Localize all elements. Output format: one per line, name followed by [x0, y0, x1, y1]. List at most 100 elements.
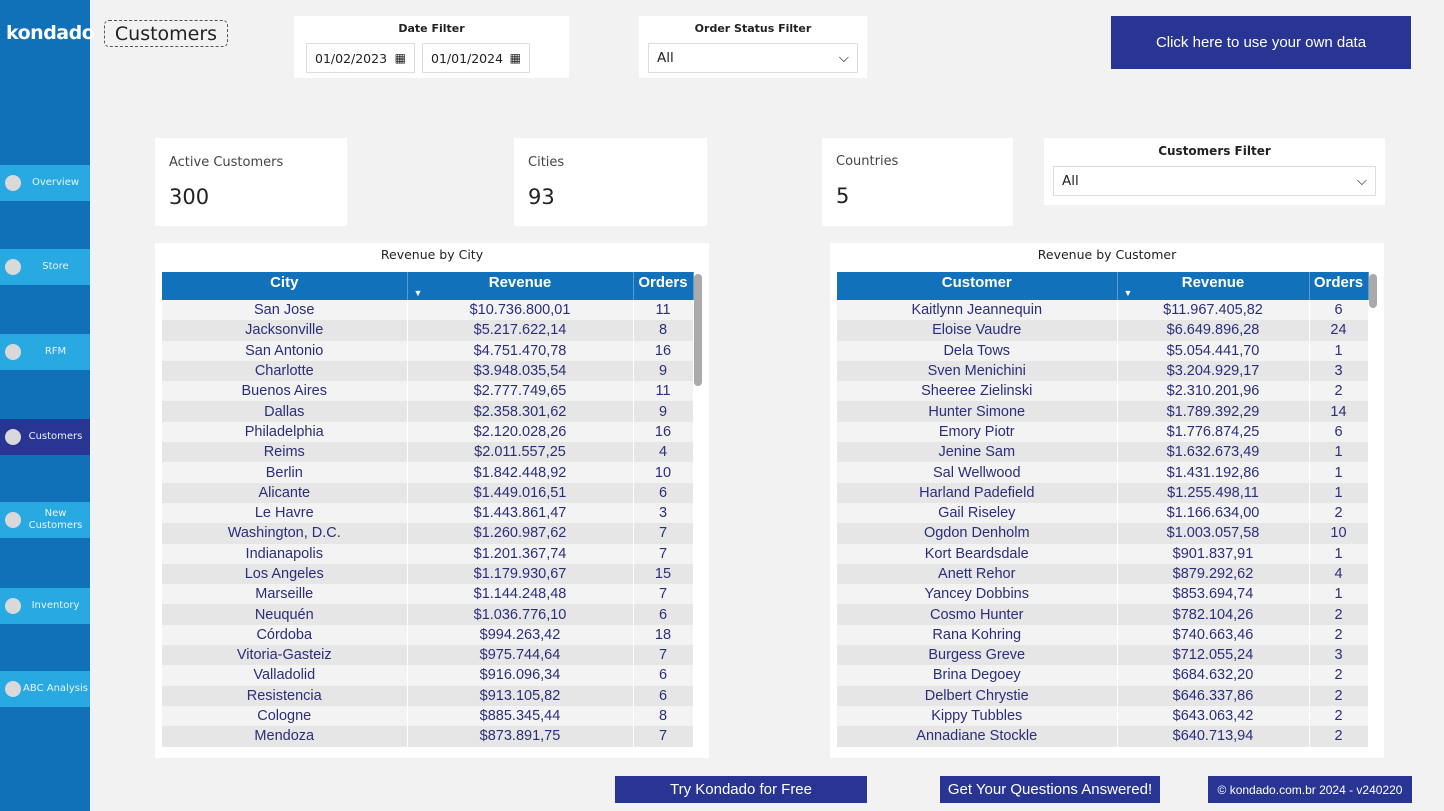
- column-header-orders[interactable]: Orders: [633, 272, 694, 300]
- copyright-link[interactable]: © kondado.com.br 2024 - v240220: [1208, 776, 1412, 803]
- sidebar-item-abc-analysis[interactable]: ABC Analysis: [0, 671, 90, 707]
- revenue-cell: $1.431.192,86: [1117, 462, 1310, 483]
- table-row[interactable]: Yancey Dobbins $853.694,74 1: [837, 584, 1369, 605]
- table-row[interactable]: Hunter Simone $1.789.392,29 14: [837, 401, 1369, 422]
- calendar-icon[interactable]: ▦: [509, 51, 521, 65]
- column-header-customer[interactable]: Customer: [837, 272, 1118, 300]
- customers-select[interactable]: All ⌵: [1053, 166, 1376, 196]
- name-cell: Indianapolis: [162, 543, 408, 564]
- sidebar-item-label: Inventory: [31, 600, 80, 611]
- table-row[interactable]: San Antonio $4.751.470,78 16: [162, 340, 694, 361]
- sort-descending-icon[interactable]: ▼: [413, 288, 423, 298]
- scrollbar[interactable]: [1369, 274, 1377, 308]
- table-row[interactable]: Neuquén $1.036.776,10 6: [162, 604, 694, 625]
- column-header-revenue[interactable]: Revenue ▼: [1117, 272, 1310, 300]
- revenue-cell: $782.104,26: [1117, 604, 1310, 625]
- table-row[interactable]: Berlin $1.842.448,92 10: [162, 462, 694, 483]
- table-row[interactable]: Indianapolis $1.201.367,74 7: [162, 543, 694, 564]
- sidebar-item-customers[interactable]: Customers: [0, 419, 90, 455]
- kondado-logo: kondado: [6, 22, 95, 44]
- table-row[interactable]: Anett Rehor $879.292,62 4: [837, 563, 1369, 585]
- revenue-cell: $994.263,42: [407, 624, 634, 646]
- table-row[interactable]: Dallas $2.358.301,62 9: [162, 401, 694, 422]
- table-row[interactable]: Mendoza $873.891,75 7: [162, 726, 694, 747]
- table-row[interactable]: Harland Padefield $1.255.498,11 1: [837, 482, 1369, 503]
- table-row[interactable]: Resistencia $913.105,82 6: [162, 685, 694, 706]
- end-date-value: 01/01/2024: [431, 50, 504, 66]
- table-row[interactable]: Le Havre $1.443.861,47 3: [162, 502, 694, 524]
- use-own-data-button[interactable]: Click here to use your own data: [1111, 16, 1411, 69]
- kpi-label: Countries: [836, 154, 899, 169]
- column-header-revenue[interactable]: Revenue ▼: [407, 272, 634, 300]
- table-row[interactable]: Washington, D.C. $1.260.987,62 7: [162, 523, 694, 544]
- table-row[interactable]: Ogdon Denholm $1.003.057,58 10: [837, 523, 1369, 544]
- table-row[interactable]: Emory Piotr $1.776.874,25 6: [837, 421, 1369, 443]
- sidebar-item-store[interactable]: Store: [0, 249, 90, 285]
- table-row[interactable]: Córdoba $994.263,42 18: [162, 624, 694, 646]
- table-row[interactable]: Reims $2.011.557,25 4: [162, 442, 694, 463]
- kpi-active-customers: Active Customers 300: [155, 138, 347, 226]
- revenue-by-customer-panel: Revenue by Customer Customer Revenue ▼ Or…: [830, 243, 1384, 758]
- table-row[interactable]: Dela Tows $5.054.441,70 1: [837, 340, 1369, 361]
- table-row[interactable]: Kippy Tubbles $643.063,42 2: [837, 705, 1369, 727]
- calendar-icon[interactable]: ▦: [394, 51, 406, 65]
- order-status-select[interactable]: All ⌵: [648, 43, 858, 73]
- try-kondado-button[interactable]: Try Kondado for Free: [615, 776, 867, 803]
- sidebar-item-inventory[interactable]: Inventory: [0, 588, 90, 624]
- table-row[interactable]: Burgess Greve $712.055,24 3: [837, 645, 1369, 666]
- revenue-cell: $740.663,46: [1117, 624, 1310, 646]
- revenue-cell: $684.632,20: [1117, 665, 1310, 686]
- table-row[interactable]: Vitoria-Gasteiz $975.744,64 7: [162, 645, 694, 666]
- column-header-city[interactable]: City: [162, 272, 408, 300]
- table-row[interactable]: Charlotte $3.948.035,54 9: [162, 360, 694, 382]
- table-row[interactable]: Jacksonville $5.217.622,14 8: [162, 320, 694, 341]
- column-header-orders[interactable]: Orders: [1309, 272, 1369, 300]
- table-row[interactable]: Delbert Chrystie $646.337,86 2: [837, 685, 1369, 706]
- table-row[interactable]: Buenos Aires $2.777.749,65 11: [162, 381, 694, 402]
- table-row[interactable]: Sheeree Zielinski $2.310.201,96 2: [837, 381, 1369, 402]
- revenue-cell: $10.736.800,01: [407, 300, 634, 321]
- orders-cell: 7: [633, 584, 694, 605]
- customers-filter: Customers Filter All ⌵: [1044, 138, 1385, 205]
- name-cell: Sven Menichini: [837, 360, 1118, 382]
- orders-cell: 18: [633, 624, 694, 646]
- orders-cell: 6: [633, 482, 694, 503]
- sort-descending-icon[interactable]: ▼: [1123, 288, 1133, 298]
- table-row[interactable]: Brina Degoey $684.632,20 2: [837, 665, 1369, 686]
- table-row[interactable]: Eloise Vaudre $6.649.896,28 24: [837, 320, 1369, 341]
- revenue-cell: $4.751.470,78: [407, 340, 634, 361]
- sidebar-item-label: New Customers: [28, 508, 83, 531]
- sidebar-item-label: Customers: [28, 431, 83, 442]
- table-row[interactable]: Cosmo Hunter $782.104,26 2: [837, 604, 1369, 625]
- orders-cell: 24: [1309, 320, 1369, 341]
- start-date-input[interactable]: 01/02/2023 ▦: [306, 43, 415, 73]
- table-row[interactable]: Kaitlynn Jeannequin $11.967.405,82 6: [837, 300, 1369, 321]
- table-row[interactable]: Alicante $1.449.016,51 6: [162, 482, 694, 503]
- table-row[interactable]: Los Angeles $1.179.930,67 15: [162, 563, 694, 585]
- table-row[interactable]: Jenine Sam $1.632.673,49 1: [837, 442, 1369, 463]
- table-row[interactable]: San Jose $10.736.800,01 11: [162, 300, 694, 321]
- table-row[interactable]: Cologne $885.345,44 8: [162, 705, 694, 727]
- order-status-filter: Order Status Filter All ⌵: [639, 16, 867, 78]
- scrollbar[interactable]: [694, 274, 702, 386]
- table-row[interactable]: Annadiane Stockle $640.713,94 2: [837, 726, 1369, 747]
- orders-cell: 7: [633, 726, 694, 747]
- table-row[interactable]: Sal Wellwood $1.431.192,86 1: [837, 462, 1369, 483]
- sidebar-item-overview[interactable]: Overview: [0, 165, 90, 201]
- orders-cell: 7: [633, 645, 694, 666]
- table-row[interactable]: Valladolid $916.096,34 6: [162, 665, 694, 686]
- table-row[interactable]: Marseille $1.144.248,48 7: [162, 584, 694, 605]
- end-date-input[interactable]: 01/01/2024 ▦: [422, 43, 530, 73]
- table-row[interactable]: Philadelphia $2.120.028,26 16: [162, 421, 694, 443]
- orders-cell: 2: [1309, 726, 1369, 747]
- table-row[interactable]: Sven Menichini $3.204.929,17 3: [837, 360, 1369, 382]
- order-status-value: All: [657, 50, 674, 66]
- table-row[interactable]: Kort Beardsdale $901.837,91 1: [837, 543, 1369, 564]
- table-row[interactable]: Gail Riseley $1.166.634,00 2: [837, 502, 1369, 524]
- nav-circle-icon: [5, 681, 21, 697]
- sidebar-item-new-customers[interactable]: New Customers: [0, 502, 90, 538]
- table-row[interactable]: Rana Kohring $740.663,46 2: [837, 624, 1369, 646]
- get-questions-answered-button[interactable]: Get Your Questions Answered!: [940, 776, 1160, 803]
- sidebar-item-rfm[interactable]: RFM: [0, 334, 90, 370]
- kpi-value: 93: [528, 185, 555, 209]
